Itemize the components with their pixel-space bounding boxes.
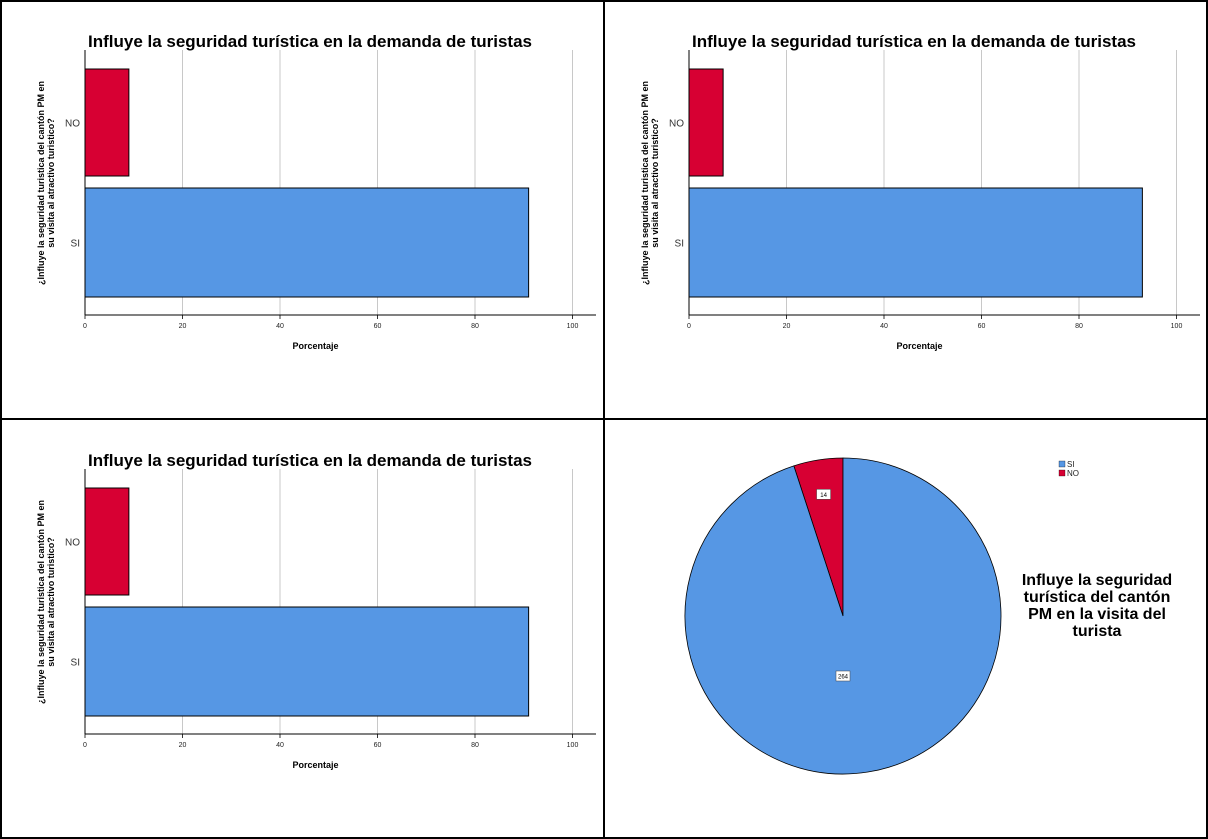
pie-title-line: Influye la seguridad <box>1022 572 1172 589</box>
x-tick-label: 20 <box>783 323 791 330</box>
legend-swatch-si <box>1058 460 1066 468</box>
bar-no <box>688 68 724 177</box>
y-axis-label-line: ¿Influye la seguridad turistica del cant… <box>640 81 650 285</box>
y-axis-label-line: su visita al atractivo turistico? <box>650 118 660 248</box>
divider-horizontal <box>0 418 1208 420</box>
category-label-si: SI <box>71 239 80 250</box>
y-axis-label: ¿Influye la seguridad turistica del cant… <box>640 81 660 285</box>
y-axis-label-line: ¿Influye la seguridad turistica del cant… <box>36 81 46 285</box>
pie-title-line: turista <box>1073 623 1122 640</box>
pie-slice-si <box>684 457 1002 775</box>
bar-si <box>84 606 530 717</box>
pie-title-line: turística del cantón <box>1024 589 1171 606</box>
pie-title-line: PM en la visita del <box>1028 606 1166 623</box>
x-tick-label: 80 <box>471 742 479 749</box>
x-tick-label: 60 <box>374 323 382 330</box>
x-tick-label: 60 <box>374 742 382 749</box>
bar-chart-1: Influye la seguridad turística en la dem… <box>36 32 596 351</box>
x-tick-label: 100 <box>567 323 579 330</box>
x-tick-label: 80 <box>1075 323 1083 330</box>
legend-label-no: NO <box>1067 469 1079 478</box>
x-tick-label: 40 <box>276 742 284 749</box>
category-label-no: NO <box>669 119 684 130</box>
category-label-si: SI <box>675 239 684 250</box>
x-tick-label: 0 <box>83 742 87 749</box>
legend-label-si: SI <box>1067 460 1075 469</box>
chart-title: Influye la seguridad turística en la dem… <box>88 32 532 51</box>
bar-si <box>688 187 1143 298</box>
category-label-si: SI <box>71 658 80 669</box>
legend-swatch-no <box>1058 469 1066 477</box>
data-label-box <box>835 670 851 682</box>
category-label-no: NO <box>65 119 80 130</box>
x-axis-label: Porcentaje <box>292 760 338 770</box>
bar-chart-2: Influye la seguridad turística en la dem… <box>640 32 1200 351</box>
x-tick-label: 0 <box>83 323 87 330</box>
category-label-no: NO <box>65 538 80 549</box>
data-label: 14 <box>820 493 827 499</box>
bar-no <box>84 487 130 596</box>
x-tick-label: 100 <box>1171 323 1183 330</box>
y-axis-label-line: su visita al atractivo turistico? <box>46 537 56 667</box>
y-axis-label-line: ¿Influye la seguridad turistica del cant… <box>36 500 46 704</box>
x-tick-label: 60 <box>978 323 986 330</box>
x-axis-label: Porcentaje <box>896 341 942 351</box>
x-tick-label: 100 <box>567 742 579 749</box>
x-tick-label: 40 <box>276 323 284 330</box>
data-label-box <box>816 489 831 500</box>
x-tick-label: 80 <box>471 323 479 330</box>
x-tick-label: 20 <box>179 742 187 749</box>
y-axis-label: ¿Influye la seguridad turistica del cant… <box>36 81 56 285</box>
x-tick-label: 0 <box>687 323 691 330</box>
bar-no <box>84 68 130 177</box>
y-axis-label: ¿Influye la seguridad turistica del cant… <box>36 500 56 704</box>
x-axis-label: Porcentaje <box>292 341 338 351</box>
bar-chart-3: Influye la seguridad turística en la dem… <box>36 451 596 770</box>
bar-si <box>84 187 530 298</box>
y-axis-label-line: su visita al atractivo turistico? <box>46 118 56 248</box>
x-tick-label: 20 <box>179 323 187 330</box>
x-tick-label: 40 <box>880 323 888 330</box>
chart-title: Influye la seguridad turística en la dem… <box>88 451 532 470</box>
data-label: 264 <box>838 675 849 681</box>
chart-title: Influye la seguridad turística en la dem… <box>692 32 1136 51</box>
